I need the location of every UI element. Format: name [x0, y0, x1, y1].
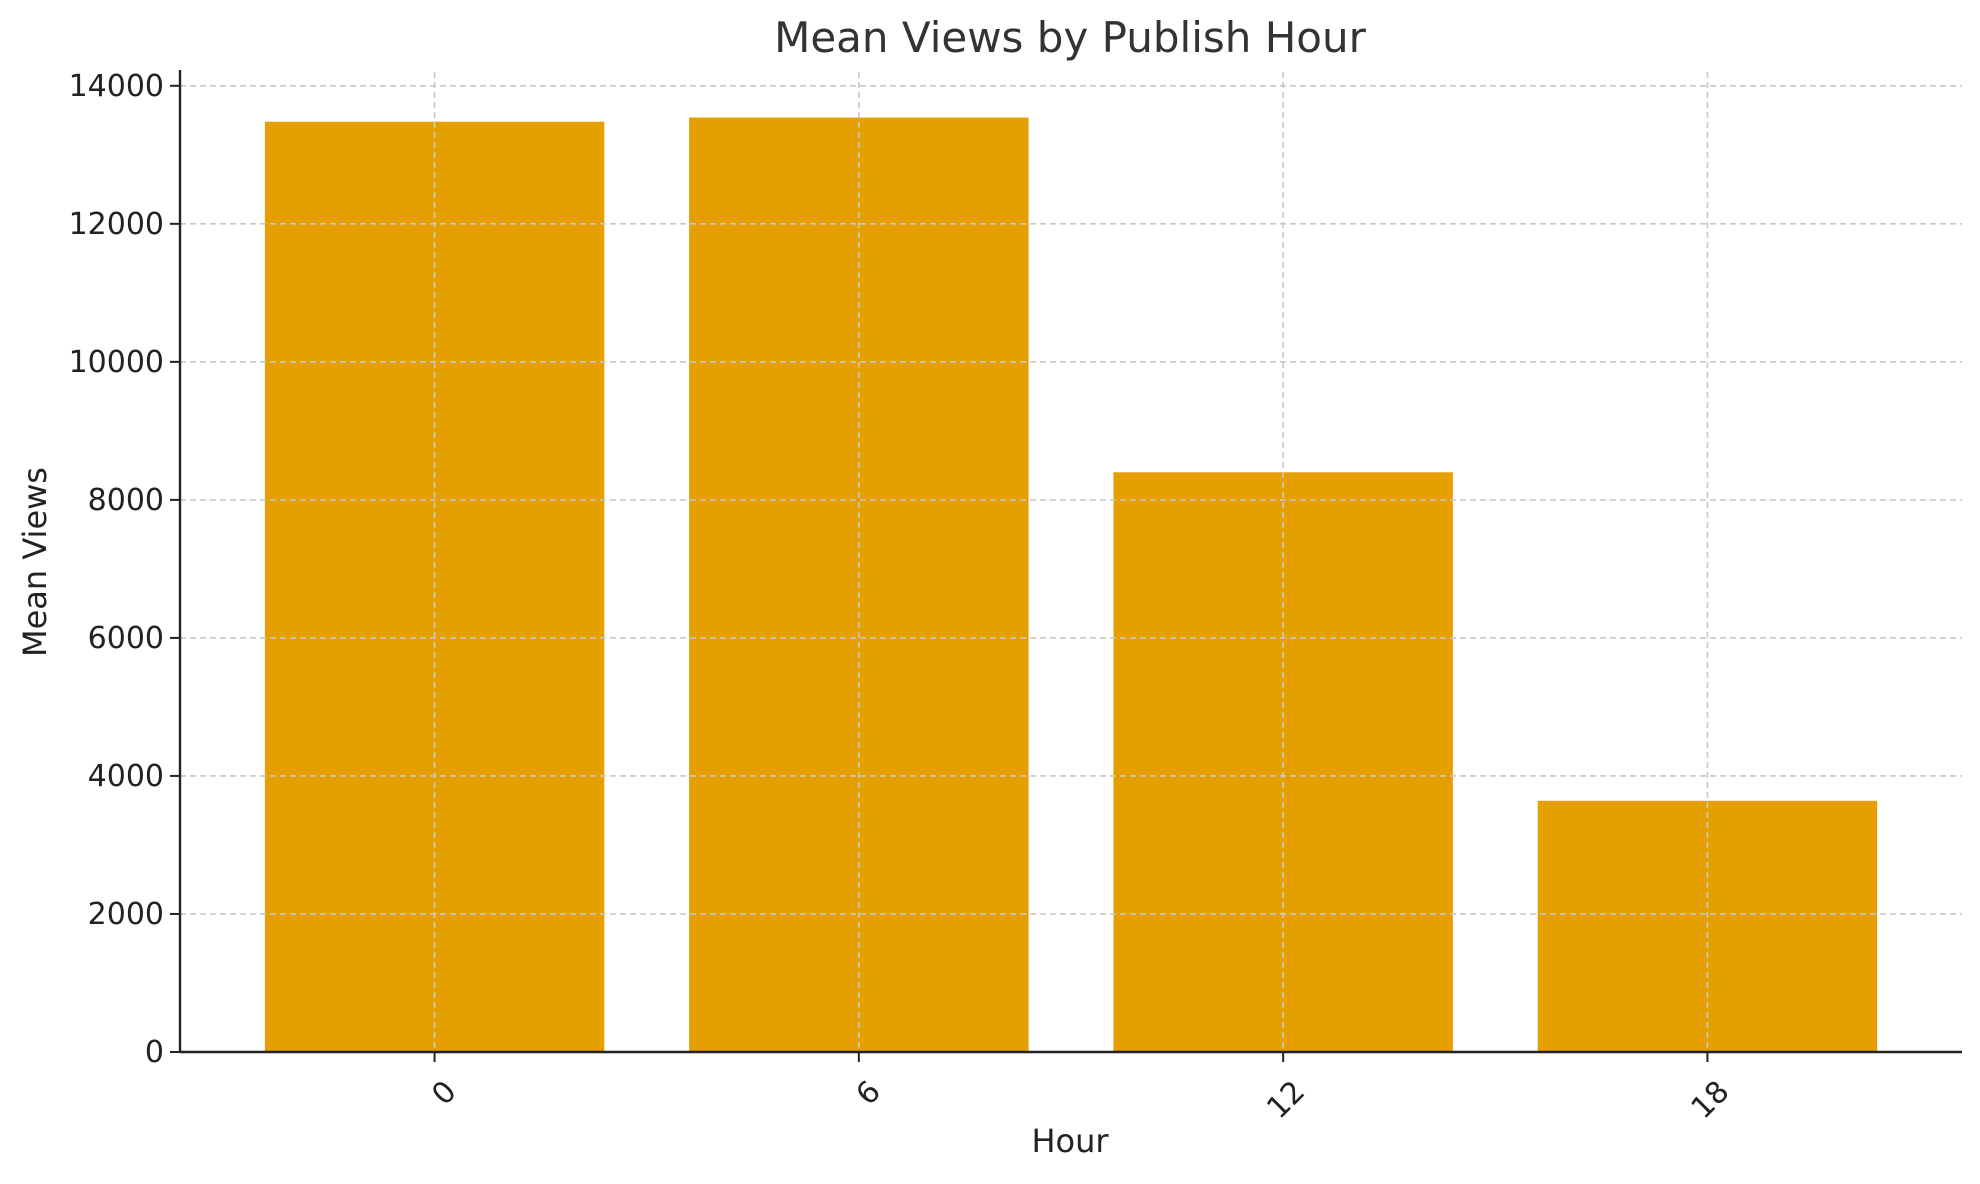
chart-title: Mean Views by Publish Hour	[774, 13, 1367, 62]
x-tick-label: 6	[850, 1074, 888, 1112]
x-tick-label: 18	[1685, 1074, 1737, 1126]
y-tick-label: 0	[145, 1035, 164, 1070]
x-tick-label: 0	[425, 1074, 463, 1112]
y-tick-label: 6000	[88, 621, 164, 656]
y-tick-label: 2000	[88, 897, 164, 932]
y-tick-label: 10000	[69, 345, 164, 380]
y-tick-label: 14000	[69, 69, 164, 104]
bar-layer	[265, 118, 1877, 1052]
x-axis-label: Hour	[1031, 1122, 1109, 1160]
y-tick-label: 8000	[88, 483, 164, 518]
x-tick-label: 12	[1260, 1074, 1312, 1126]
y-tick-label: 4000	[88, 759, 164, 794]
y-axis-label: Mean Views	[16, 467, 54, 657]
y-tick-label: 12000	[69, 207, 164, 242]
